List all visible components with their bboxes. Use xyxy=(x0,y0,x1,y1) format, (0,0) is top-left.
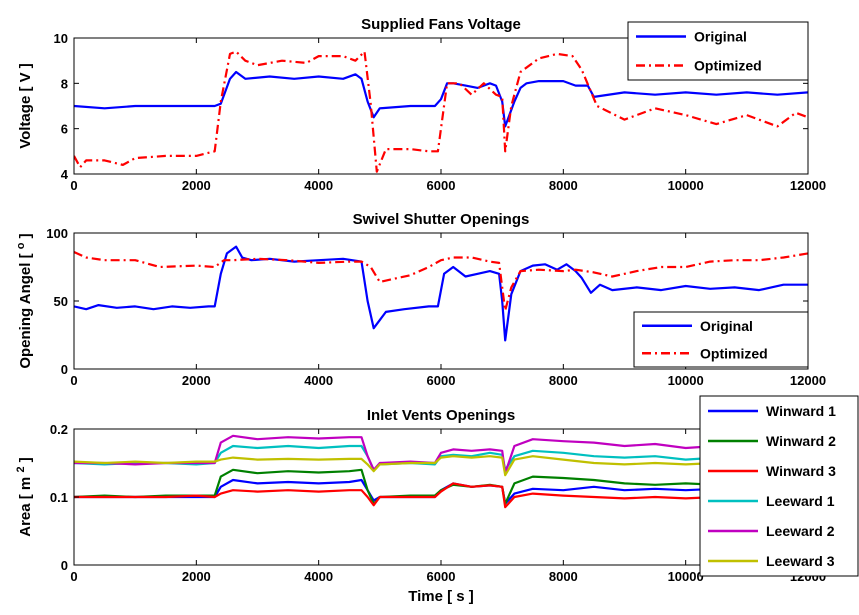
y-tick-label: 0.1 xyxy=(50,490,68,505)
x-tick-label: 12000 xyxy=(790,373,826,388)
y-tick-label: 0 xyxy=(61,362,68,377)
x-tick-label: 12000 xyxy=(790,178,826,193)
series-line-leeward-3 xyxy=(74,455,717,477)
y-tick-label: 100 xyxy=(46,226,68,241)
chart-panel-2: 0 2000 4000 6000 8000 10000 12000 0 50 100 Swivel … xyxy=(15,211,826,388)
x-tick-label: 4000 xyxy=(304,373,333,388)
chart-title: Swivel Shutter Openings xyxy=(353,211,530,228)
series-line-optimized xyxy=(74,50,808,173)
legend: Original Optimized xyxy=(627,21,809,81)
legend-label: Winward 1 xyxy=(766,403,836,419)
y-tick-label: 6 xyxy=(61,122,68,137)
x-tick-label: 2000 xyxy=(182,569,211,584)
y-tick-label: 0.2 xyxy=(50,422,68,437)
legend-label: Original xyxy=(700,318,753,334)
legend: Original Optimized xyxy=(633,311,809,368)
chart-title: Supplied Fans Voltage xyxy=(361,16,521,33)
x-tick-label: 10000 xyxy=(668,373,704,388)
x-tick-label: 8000 xyxy=(549,373,578,388)
chart-panel-3: 02000400060008000100001200000.10.2Inlet … xyxy=(15,395,859,605)
legend: Winward 1 Winward 2 Winward 3 Leeward 1 Leew… xyxy=(699,395,859,577)
legend-label: Optimized xyxy=(700,345,768,361)
x-tick-label: 6000 xyxy=(427,569,456,584)
series-group xyxy=(74,50,808,173)
x-tick-label: 10000 xyxy=(668,178,704,193)
y-tick-label: 0 xyxy=(61,558,68,573)
series-line-original xyxy=(74,70,808,128)
legend-label: Winward 3 xyxy=(766,463,836,479)
legend-box xyxy=(699,395,859,577)
x-tick-label: 10000 xyxy=(668,569,704,584)
y-axis-label: Area [ m 2 ] xyxy=(15,457,34,537)
legend-label: Leeward 1 xyxy=(766,493,835,509)
x-tick-label: 8000 xyxy=(549,569,578,584)
legend-box xyxy=(633,311,809,368)
legend-label: Optimized xyxy=(694,58,762,74)
chart-title: Inlet Vents Openings xyxy=(367,407,515,424)
legend-label: Leeward 3 xyxy=(766,553,835,569)
x-tick-label: 0 xyxy=(70,373,77,388)
x-tick-label: 4000 xyxy=(304,178,333,193)
x-tick-label: 0 xyxy=(70,569,77,584)
series-group xyxy=(74,434,717,509)
x-tick-label: 6000 xyxy=(427,178,456,193)
x-tick-label: 0 xyxy=(70,178,77,193)
series-line-original xyxy=(74,245,808,342)
x-tick-label: 6000 xyxy=(427,373,456,388)
x-tick-label: 2000 xyxy=(182,373,211,388)
x-tick-label: 2000 xyxy=(182,178,211,193)
y-axis-label: Voltage [ V ] xyxy=(17,63,34,149)
series-line-winward-3 xyxy=(74,482,717,509)
x-tick-label: 4000 xyxy=(304,569,333,584)
y-axis-label: Opening Angel [ o ] xyxy=(15,233,34,368)
legend-box xyxy=(627,21,809,81)
legend-label: Original xyxy=(694,29,747,45)
x-axis-label: Time [ s ] xyxy=(408,588,474,605)
series-group xyxy=(74,245,808,342)
x-tick-label: 8000 xyxy=(549,178,578,193)
y-tick-label: 8 xyxy=(61,76,68,91)
y-tick-label: 10 xyxy=(54,31,68,46)
y-tick-label: 4 xyxy=(61,167,69,182)
legend-label: Winward 2 xyxy=(766,433,836,449)
legend-label: Leeward 2 xyxy=(766,523,835,539)
chart-panel-1: 0 2000 4000 6000 8000 10000 12000 4 6 8 10 Supplied… xyxy=(17,16,826,193)
series-line-leeward-2 xyxy=(74,434,717,475)
y-tick-label: 50 xyxy=(54,294,68,309)
